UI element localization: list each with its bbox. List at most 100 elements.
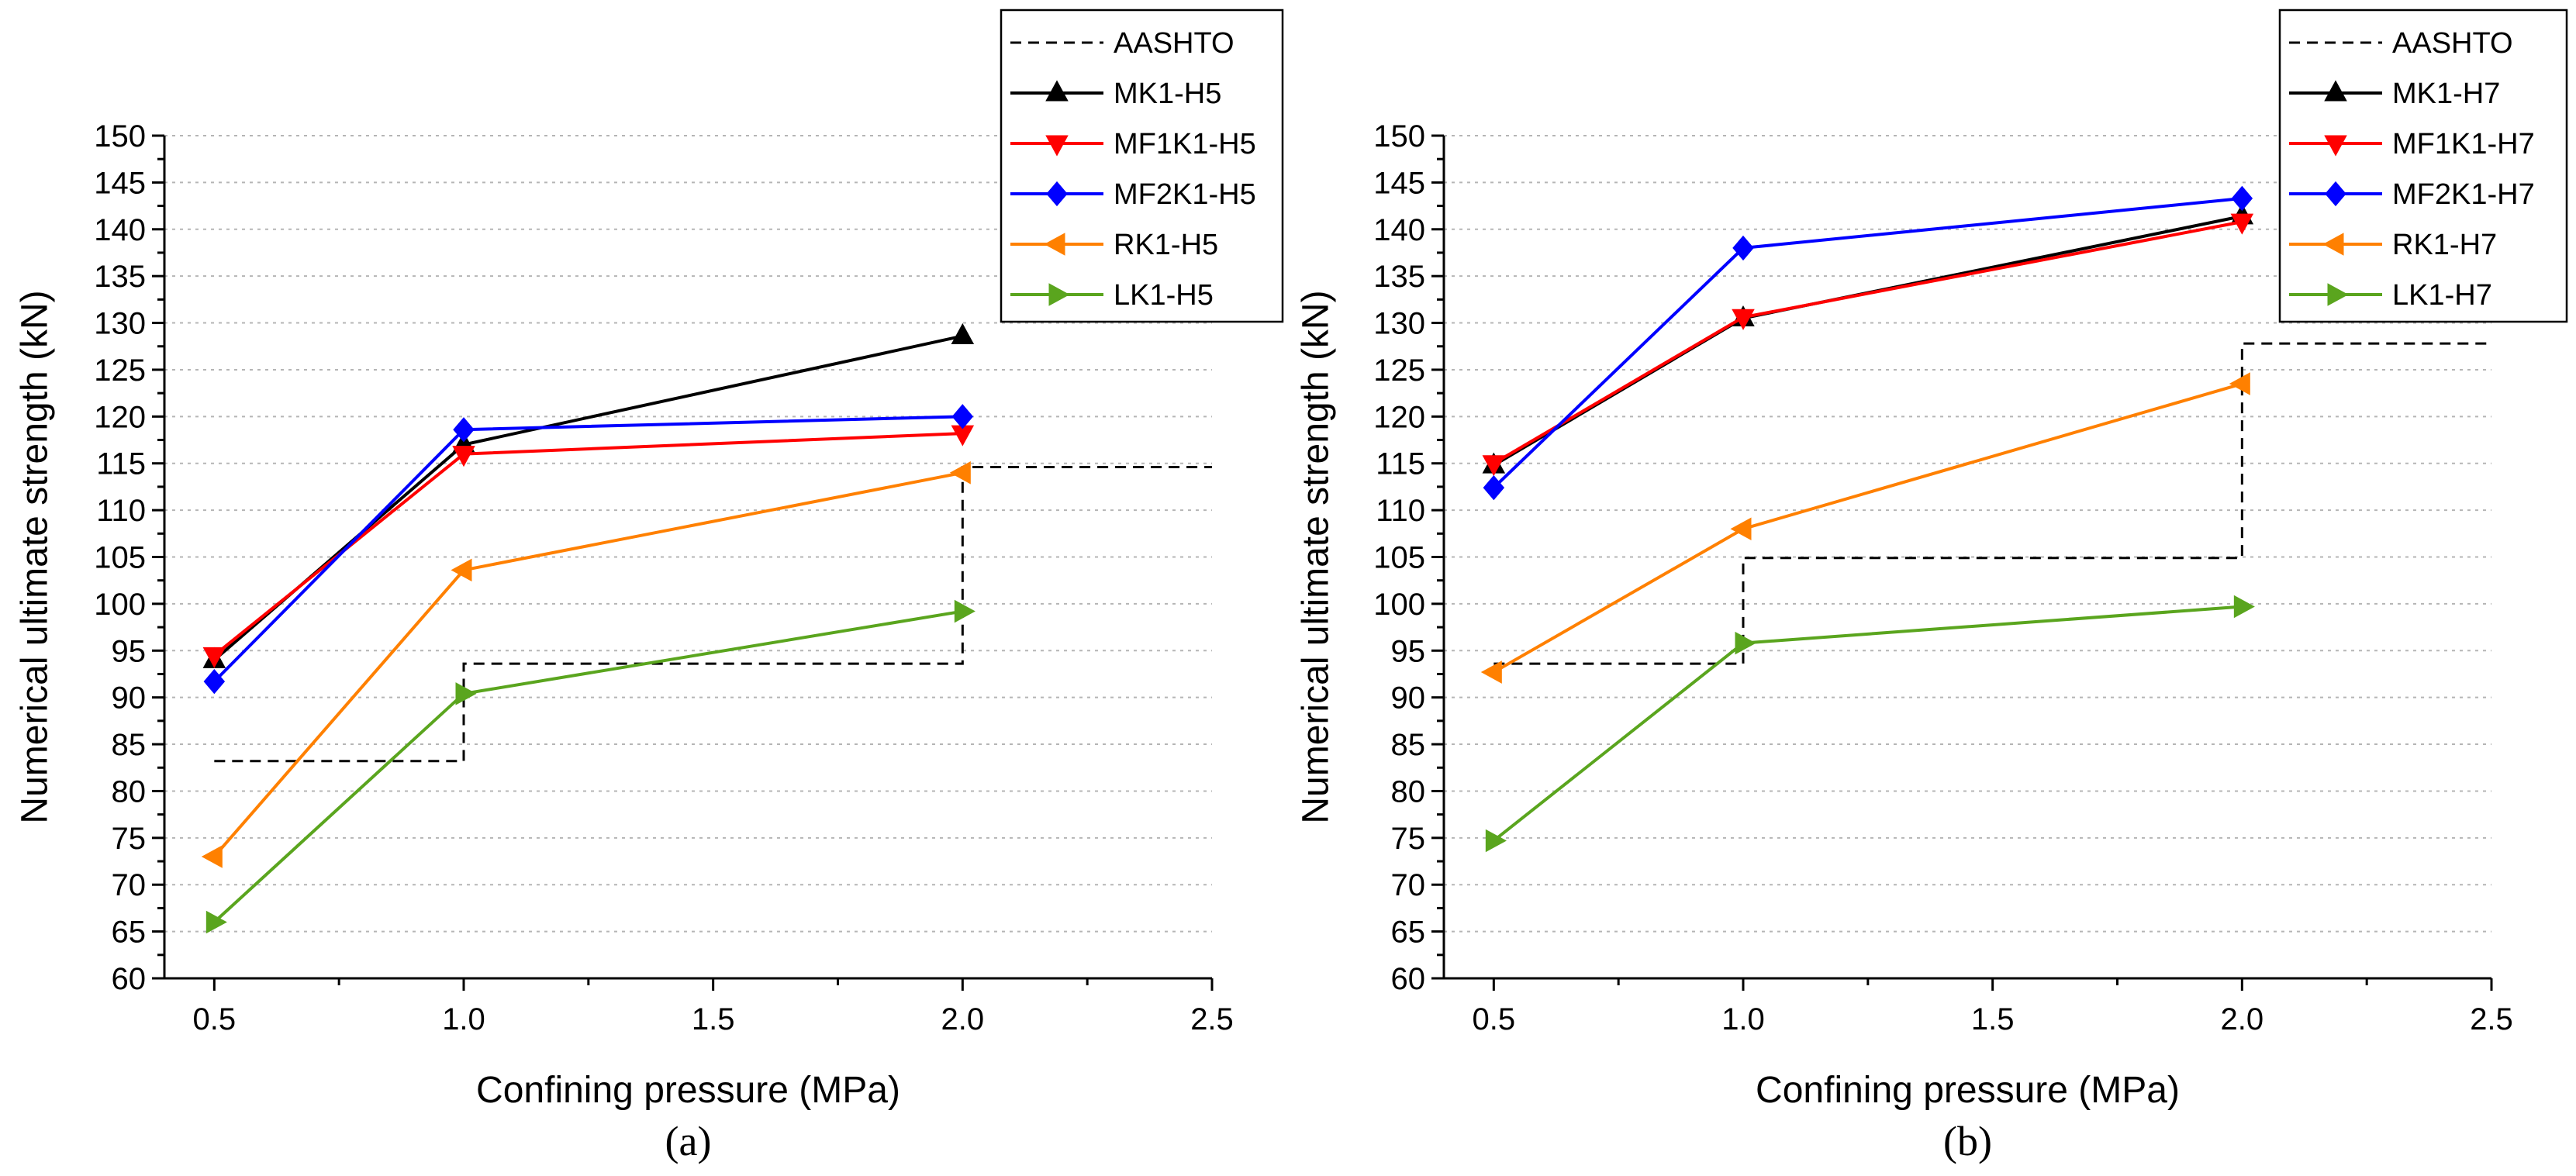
panel-a-legend-swatch-marker [1045, 80, 1069, 102]
panel-b-data-point [1732, 309, 1755, 330]
panel-b-data-point [1735, 631, 1756, 655]
panel-b-data-point [2230, 213, 2254, 235]
panel-b-series-MF1K1-H7 [1482, 213, 2254, 477]
panel-a-series-LK1-H5 [205, 599, 975, 934]
panel-b-y-tick-label: 65 [1391, 916, 1426, 950]
panel-a-legend-entry: AASHTO [1114, 27, 1234, 60]
panel-b-legend-swatch-marker [2324, 135, 2347, 157]
panel-a-series-MF1K1-H5 [202, 425, 975, 668]
panel-b-series-line [1493, 605, 2243, 843]
panel-b-data-point [1730, 517, 1752, 541]
panel-a-series-RK1-H5 [201, 461, 971, 868]
panel-a-legend-swatch-marker [1046, 181, 1068, 207]
panel-a-y-tick-label: 110 [96, 494, 146, 528]
panel-b-data-point [1482, 455, 1506, 477]
panel-a-x-tick-label: 2.0 [941, 1002, 985, 1036]
panel-a-data-point [452, 446, 475, 467]
panel-a-y-tick-label: 75 [112, 822, 147, 856]
panel-a-y-tick-label: 135 [94, 260, 146, 294]
panel-a-x-tick-label: 0.5 [193, 1002, 237, 1036]
panel-b-panel-label: (b) [1943, 1118, 1992, 1164]
panel-b-series-MK1-H7 [1482, 203, 2254, 474]
panel-a-y-tick-label: 70 [112, 868, 147, 902]
panel-b-x-tick-label: 1.5 [1971, 1002, 2015, 1036]
panel-a-y-tick-label: 115 [96, 447, 146, 481]
panel-a-y-tick-label: 130 [94, 307, 146, 341]
panel-a-data-point [453, 417, 475, 443]
panel-b-x-axis-title: Confining pressure (MPa) [1756, 1070, 2180, 1111]
panel-b-data-point [1732, 235, 1754, 261]
panel-a-data-point [455, 682, 477, 705]
panel-a-data-point [951, 322, 975, 344]
panel-b-y-tick-label: 75 [1391, 822, 1426, 856]
panel-a-legend-swatch-marker [1045, 135, 1069, 157]
panel-a-legend-swatch-marker [1048, 283, 1070, 306]
panel-b-legend-entry: MK1-H7 [2392, 78, 2500, 110]
panel-b-series-RK1-H7 [1480, 372, 2250, 684]
panel-b-y-axis-title: Numerical ultimate strength (kN) [1296, 290, 1337, 823]
panel-b-series-MF2K1-H7 [1483, 185, 2253, 501]
panel-a-series-line [213, 334, 963, 661]
panel-b-legend-entry: MF2K1-H7 [2392, 178, 2535, 211]
panel-a-legend-entry: LK1-H5 [1114, 279, 1214, 312]
panel-b-legend-entry: LK1-H7 [2392, 279, 2492, 312]
panel-b-y-tick-label: 80 [1391, 774, 1426, 809]
panel-b-data-point [1483, 474, 1505, 501]
panel-b-y-tick-label: 70 [1391, 868, 1426, 902]
panel-b-x-tick-label: 0.5 [1473, 1002, 1516, 1036]
panel-a-y-tick-label: 150 [94, 119, 146, 153]
panel-a-y-tick-label: 145 [94, 166, 146, 200]
panel-a-y-tick-label: 95 [112, 634, 147, 668]
panel-b-series-line [1493, 214, 2243, 467]
panel-b-series-line [1493, 382, 2243, 674]
panel-b-series-line [1493, 220, 2243, 465]
panel-b-y-tick-label: 110 [1376, 494, 1425, 528]
panel-a-data-point [451, 558, 472, 582]
panel-a-legend: AASHTO MK1-H5 MF1K1-H5 MF2K1-H5 RK1-H5 LK1-H5 [1000, 9, 1284, 323]
panel-b: 60 65 70 75 80 85 90 95 100 105 110 115 120 125 130 135… [1296, 9, 2568, 1164]
panel-a-y-tick-label: 90 [112, 681, 147, 716]
panel-b-x-tick-label: 2.0 [2221, 1002, 2264, 1036]
panel-b-x-tick-label: 2.5 [2470, 1002, 2513, 1036]
panel-a-data-point [201, 845, 223, 868]
panel-b-x-tick-label: 1.0 [1721, 1002, 1765, 1036]
panel-b-y-tick-label: 150 [1373, 119, 1425, 153]
panel-b-y-tick-label: 125 [1373, 353, 1425, 388]
panel-b-y-tick-label: 95 [1391, 634, 1426, 668]
panel-a-y-tick-label: 100 [94, 588, 146, 622]
panel-a-y-tick-label: 120 [94, 400, 146, 434]
panel-b-data-point [2231, 185, 2253, 212]
panel-b-y-tick-label: 85 [1391, 728, 1426, 762]
panel-b-data-point [1485, 829, 1507, 853]
panel-b-y-tick-label: 130 [1373, 307, 1425, 341]
panel-a-legend-entry: MF2K1-H5 [1114, 178, 1256, 211]
panel-b-y-tick-label: 135 [1373, 260, 1425, 294]
panel-b-y-tick-label: 105 [1373, 541, 1425, 575]
panel-a-x-axis-title: Confining pressure (MPa) [476, 1070, 900, 1111]
panel-a-x-tick-label: 1.0 [442, 1002, 485, 1036]
panel-a-data-point [951, 404, 974, 429]
panel-b-legend-entry: MF1K1-H7 [2392, 128, 2535, 160]
panel-b-aashto-line [1493, 342, 2491, 665]
panel-a-legend-box [1000, 9, 1284, 323]
panel-b-y-tick-label: 120 [1373, 400, 1425, 434]
panel-a-panel-label: (a) [665, 1118, 712, 1164]
panel-b-data-point [2229, 372, 2250, 395]
panel-a-legend-entry: MK1-H5 [1114, 78, 1221, 110]
panel-b-series-LK1-H7 [1485, 595, 2255, 853]
panel-a-x-tick-label: 2.5 [1190, 1002, 1234, 1036]
panel-b-y-tick-label: 100 [1373, 588, 1425, 622]
panel-b-legend-entry: AASHTO [2392, 27, 2513, 60]
panel-a-series-line [212, 415, 963, 683]
panel-b-legend-swatch-marker [2322, 233, 2344, 256]
panel-b-data-point [2233, 595, 2255, 619]
panel-b-y-tick-label: 115 [1376, 447, 1425, 481]
panel-a-legend-entry: MF1K1-H5 [1114, 128, 1256, 160]
panel-b-legend-swatch-marker [2327, 283, 2349, 306]
panel-b-y-tick-label: 140 [1373, 213, 1425, 247]
panel-a-x-tick-label: 1.5 [692, 1002, 735, 1036]
panel-a-y-tick-label: 125 [94, 353, 146, 388]
panel-a-y-tick-label: 85 [112, 728, 147, 762]
panel-a-data-point [954, 599, 975, 623]
